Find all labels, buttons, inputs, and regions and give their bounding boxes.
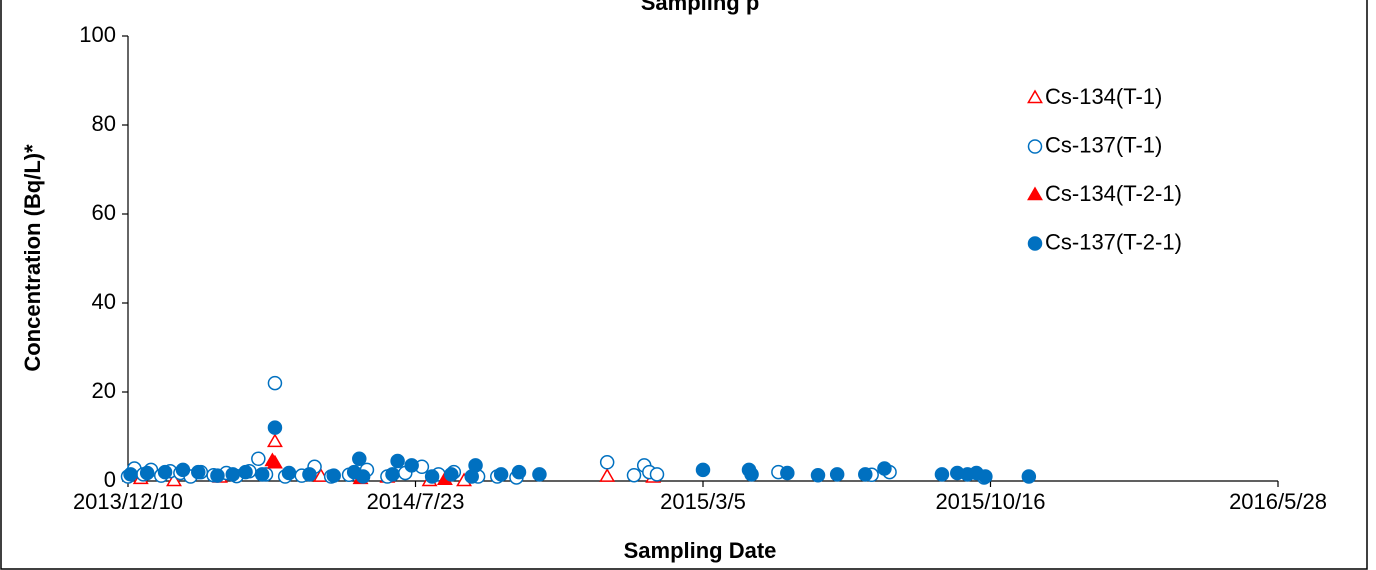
- data-point: [267, 375, 283, 391]
- x-tick-label: 2014/7/23: [367, 489, 465, 514]
- data-point: [281, 465, 297, 481]
- y-tick-label: 20: [92, 378, 116, 403]
- data-point: [444, 467, 459, 482]
- data-point: [139, 465, 155, 481]
- x-tick-label: 2015/3/5: [660, 489, 746, 514]
- data-point: [266, 433, 283, 448]
- data-point: [302, 467, 317, 482]
- data-point: [175, 462, 191, 478]
- legend-label: Cs-137(T-1): [1045, 132, 1162, 157]
- data-point: [626, 467, 642, 483]
- y-tick-label: 100: [79, 22, 116, 47]
- data-point: [511, 464, 527, 480]
- data-point: [385, 467, 400, 482]
- legend-label: Cs-134(T-1): [1045, 84, 1162, 109]
- data-point: [810, 467, 826, 483]
- legend-label: Cs-134(T-2-1): [1045, 181, 1182, 206]
- data-point: [266, 454, 283, 469]
- data-point: [424, 469, 440, 484]
- data-point: [829, 467, 845, 482]
- data-point: [780, 465, 795, 481]
- data-point: [934, 467, 950, 482]
- data-point: [254, 467, 270, 482]
- legend-marker: [1027, 89, 1043, 104]
- data-point: [238, 464, 253, 480]
- data-point: [157, 464, 173, 480]
- x-axis-label: Sampling Date: [624, 538, 777, 563]
- data-point: [599, 468, 616, 482]
- data-point: [123, 467, 138, 482]
- data-point: [326, 468, 341, 483]
- data-point: [695, 462, 711, 478]
- data-point: [404, 458, 419, 473]
- data-point: [468, 458, 483, 473]
- data-point: [978, 469, 993, 484]
- data-point: [191, 464, 206, 480]
- x-tick-label: 2013/12/10: [73, 489, 183, 514]
- data-point: [251, 451, 266, 466]
- data-point: [390, 453, 405, 469]
- data-point: [267, 420, 283, 435]
- legend-label: Cs-137(T-2-1): [1045, 229, 1182, 254]
- data-point: [210, 468, 225, 483]
- data-point: [352, 451, 367, 466]
- y-tick-label: 80: [92, 111, 116, 136]
- y-tick-label: 60: [92, 200, 116, 225]
- data-point: [649, 467, 665, 482]
- y-tick-label: 40: [92, 289, 116, 314]
- data-point: [858, 467, 873, 482]
- data-point: [225, 467, 241, 482]
- data-point: [1021, 469, 1037, 484]
- data-point: [493, 467, 509, 482]
- chart-title: Sampling p: [641, 0, 760, 15]
- data-point: [166, 472, 182, 487]
- legend-marker: [1027, 139, 1043, 154]
- legend-marker: [1027, 186, 1043, 201]
- y-axis-label: Concentration (Bq/L)*: [20, 144, 45, 372]
- data-point: [532, 467, 547, 482]
- y-tick-label: 0: [104, 467, 116, 492]
- data-point: [744, 467, 759, 482]
- data-point: [877, 461, 892, 476]
- x-tick-label: 2016/5/28: [1229, 489, 1327, 514]
- legend-marker: [1027, 236, 1043, 251]
- data-point: [355, 469, 371, 484]
- data-point: [599, 455, 615, 470]
- x-tick-label: 2015/10/16: [935, 489, 1045, 514]
